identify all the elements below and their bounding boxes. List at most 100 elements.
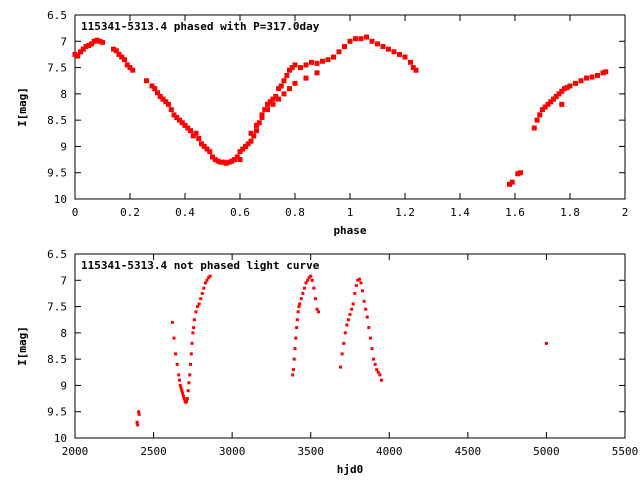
top-data-point (157, 93, 163, 99)
top-data-point (248, 130, 254, 136)
bottom-data-point (357, 277, 361, 281)
top-data-point (287, 86, 292, 92)
bottom-data-point (343, 331, 347, 335)
top-data-point (256, 120, 262, 126)
top-data-point (369, 38, 375, 44)
bottom-x-tick-label: 3500 (297, 445, 324, 458)
top-y-tick-label: 7.5 (47, 62, 67, 75)
top-data-point (119, 54, 125, 60)
top-data-point (240, 146, 246, 152)
bottom-data-point (188, 373, 192, 377)
top-chart-title: 115341-5313.4 phased with P=317.0day (81, 20, 320, 33)
top-data-point (212, 157, 218, 163)
bottom-data-point (208, 274, 212, 278)
top-data-point (342, 44, 347, 50)
top-y-tick-label: 8 (60, 88, 67, 101)
bottom-x-tick-label: 2500 (140, 445, 167, 458)
bottom-x-tick-label: 4000 (376, 445, 403, 458)
top-data-point (144, 78, 149, 84)
top-data-point (262, 107, 268, 113)
bottom-data-point (294, 336, 298, 340)
top-x-tick-label: 2 (622, 206, 629, 219)
top-data-point (276, 96, 281, 102)
bottom-data-point (180, 389, 184, 393)
top-data-point (185, 125, 191, 131)
top-y-tick-label: 7 (60, 35, 67, 48)
top-x-tick-label: 0.4 (175, 206, 195, 219)
top-data-point (111, 46, 116, 52)
top-data-point (232, 157, 237, 163)
top-data-point (234, 154, 240, 160)
bottom-y-tick-label: 8 (60, 327, 67, 340)
top-data-point (347, 38, 353, 44)
top-data-point (573, 80, 578, 86)
top-data-point (314, 60, 320, 66)
top-data-point (75, 53, 81, 59)
top-data-point (600, 70, 606, 76)
bottom-data-point (365, 315, 369, 319)
top-data-point (292, 80, 298, 86)
bottom-plot-frame (74, 253, 626, 439)
top-data-point (196, 136, 202, 142)
top-data-point (391, 49, 397, 55)
bottom-data-point (368, 336, 372, 340)
bottom-data-point (192, 318, 196, 322)
top-data-point (281, 78, 287, 84)
top-data-point (542, 104, 548, 110)
bottom-data-point (291, 373, 295, 377)
bottom-data-point (181, 394, 185, 398)
bottom-data-point (185, 399, 189, 403)
bottom-data-point (353, 291, 357, 295)
top-data-point (375, 41, 380, 47)
top-data-point (507, 181, 512, 187)
bottom-data-point (197, 302, 201, 306)
top-data-point (160, 96, 166, 102)
bottom-y-axis-title: I[mag] (16, 326, 29, 366)
top-data-point (127, 65, 133, 71)
top-data-point (278, 83, 284, 89)
top-data-point (273, 93, 279, 99)
bottom-data-point (376, 370, 380, 374)
top-data-point (204, 146, 210, 152)
top-data-point (314, 70, 320, 76)
top-data-point (292, 62, 298, 68)
bottom-data-point (203, 281, 207, 285)
top-data-point (402, 54, 408, 60)
top-data-point (243, 143, 248, 149)
top-data-point (124, 62, 130, 68)
top-data-point (223, 160, 229, 166)
top-data-point (562, 86, 567, 92)
top-data-point (265, 101, 270, 107)
bottom-data-point (307, 276, 311, 280)
bottom-data-point (178, 383, 182, 387)
bottom-data-point (190, 341, 194, 345)
top-data-point (94, 37, 100, 43)
top-data-point (509, 179, 515, 185)
top-data-point (78, 49, 83, 55)
top-x-axis-title: phase (333, 224, 366, 237)
bottom-data-point (346, 318, 350, 322)
top-data-point (603, 69, 609, 75)
bottom-data-point (304, 281, 308, 285)
top-x-tick-label: 1.6 (505, 206, 525, 219)
bottom-y-tick-label: 7 (60, 274, 67, 287)
bottom-data-point (178, 378, 181, 382)
bottom-x-tick-label: 3000 (219, 445, 246, 458)
bottom-data-point (309, 274, 313, 278)
top-data-point (556, 91, 562, 97)
top-data-point (531, 125, 537, 131)
top-data-point (309, 59, 314, 65)
bottom-data-point (136, 423, 140, 427)
bottom-data-point (302, 286, 306, 290)
top-data-point (303, 75, 309, 81)
bottom-data-point (189, 362, 192, 366)
bottom-data-point (185, 397, 189, 401)
top-y-tick-label: 9.5 (47, 167, 67, 180)
top-x-tick-label: 0.2 (120, 206, 140, 219)
bottom-data-point (373, 362, 377, 366)
top-data-point (284, 72, 290, 78)
top-data-point (267, 99, 273, 105)
top-data-point (97, 38, 103, 44)
top-data-point (331, 54, 336, 60)
top-data-point (190, 133, 196, 139)
